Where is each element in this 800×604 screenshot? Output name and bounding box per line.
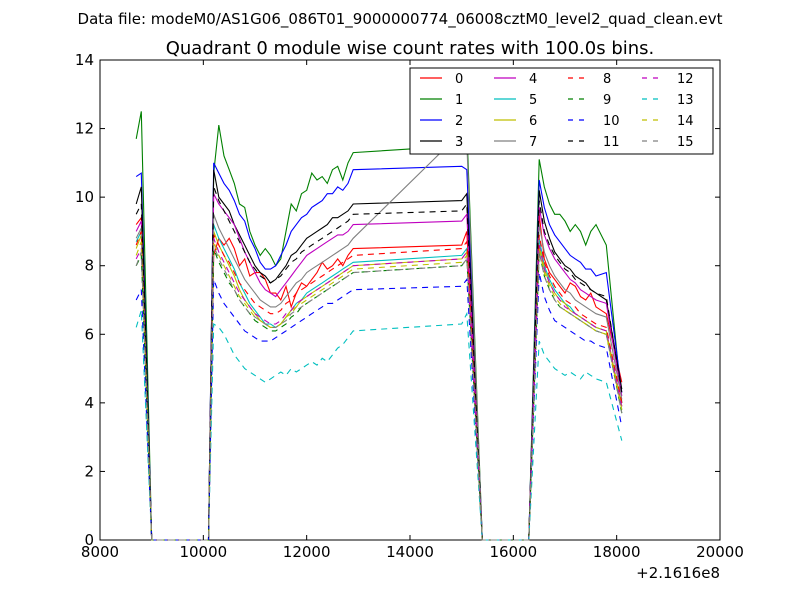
y-tick-label: 12 — [75, 120, 94, 138]
y-tick-label: 0 — [84, 531, 94, 549]
legend-label-1: 1 — [455, 93, 463, 108]
y-tick-label: 8 — [84, 257, 94, 275]
legend-label-0: 0 — [455, 72, 463, 87]
series-line-4 — [135, 193, 623, 541]
figure-suptitle: Data file: modeM0/AS1G06_086T01_90000007… — [78, 10, 723, 29]
legend-label-10: 10 — [603, 114, 620, 129]
series-line-0 — [135, 214, 623, 541]
y-tick-label: 10 — [75, 188, 94, 206]
legend-label-9: 9 — [603, 93, 611, 108]
series-line-12 — [135, 238, 623, 541]
x-tick-label: 14000 — [386, 543, 434, 561]
legend-label-5: 5 — [529, 93, 537, 108]
legend-label-15: 15 — [677, 135, 694, 150]
series-line-1 — [135, 111, 623, 541]
series-line-15 — [135, 244, 623, 541]
legend-label-14: 14 — [677, 114, 694, 129]
y-tick-label: 6 — [84, 325, 94, 343]
y-tick-label: 2 — [84, 462, 94, 480]
legend-label-12: 12 — [677, 72, 694, 87]
series-layer — [135, 111, 623, 541]
x-tick-label: 18000 — [593, 543, 641, 561]
y-tick-label: 4 — [84, 394, 94, 412]
series-line-11 — [135, 186, 623, 541]
legend-label-7: 7 — [529, 135, 537, 150]
x-tick-label: 16000 — [489, 543, 537, 561]
x-axis-ticks: 8000 10000 12000 14000 16000 18000 20000 — [81, 60, 744, 561]
legend-label-8: 8 — [603, 72, 611, 87]
x-tick-label: 12000 — [283, 543, 331, 561]
x-offset-label: +2.1616e8 — [636, 564, 720, 582]
legend-label-3: 3 — [455, 135, 463, 150]
series-line-2 — [135, 162, 623, 541]
x-tick-label: 20000 — [696, 543, 744, 561]
legend-label-2: 2 — [455, 114, 463, 129]
y-tick-label: 14 — [75, 51, 94, 69]
series-line-7 — [135, 131, 623, 541]
chart-title: Quadrant 0 module wise count rates with … — [166, 38, 655, 59]
legend-frame — [409, 67, 714, 155]
x-tick-label: 8000 — [81, 543, 119, 561]
series-line-10 — [135, 272, 623, 541]
legend-label-6: 6 — [529, 114, 537, 129]
x-tick-label: 10000 — [179, 543, 227, 561]
legend-label-13: 13 — [677, 93, 694, 108]
series-line-8 — [135, 231, 623, 541]
legend-label-11: 11 — [603, 135, 620, 150]
legend-label-4: 4 — [529, 72, 537, 87]
series-line-13 — [135, 310, 623, 541]
